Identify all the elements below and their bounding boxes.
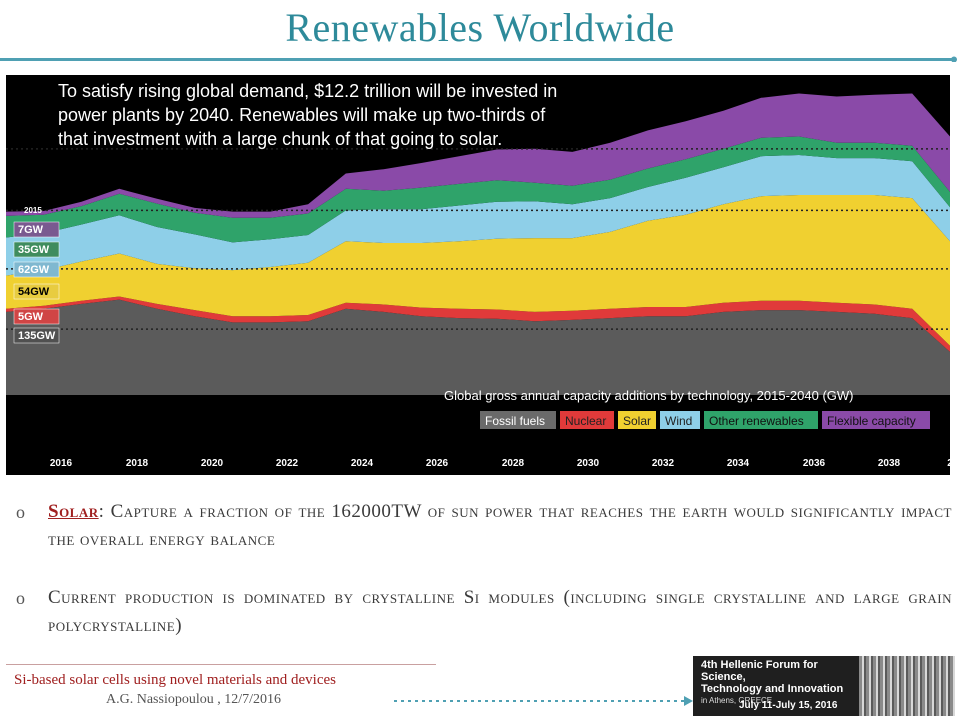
svg-text:Fossil fuels: Fossil fuels bbox=[485, 414, 545, 428]
footer-divider bbox=[6, 664, 436, 665]
bullet-production: o Current production is dominated by cry… bbox=[16, 584, 952, 640]
start-value-label: 5GW bbox=[13, 308, 60, 325]
logo-line-1: 4th Hellenic Forum for Science, bbox=[701, 659, 818, 683]
svg-text:135GW: 135GW bbox=[18, 330, 56, 342]
svg-text:Nuclear: Nuclear bbox=[565, 414, 606, 428]
bullet-solar: o Solar: Capture a fraction of the 16200… bbox=[16, 498, 952, 554]
x-tick-label: 2032 bbox=[652, 458, 675, 469]
chart-caption: To satisfy rising global demand, $12.2 t… bbox=[58, 81, 558, 149]
series-area-fossil-fuels bbox=[6, 299, 950, 395]
series-area-flexible-capacity bbox=[6, 93, 950, 218]
x-tick-label: 2018 bbox=[126, 458, 149, 469]
logo-line-3: in Athens, GREECE bbox=[701, 696, 773, 705]
footer-title: Si-based solar cells using novel materia… bbox=[14, 672, 336, 688]
start-value-label: 35GW bbox=[13, 241, 60, 258]
title-divider bbox=[0, 56, 957, 62]
start-value-label: 62GW bbox=[13, 261, 60, 278]
legend-item-wind: Wind bbox=[660, 411, 700, 429]
capacity-area-chart: 2015 7GW 35GW 62GW 54GW 5GW 135GW Global gross … bbox=[6, 93, 950, 469]
x-tick-label: 2022 bbox=[276, 458, 299, 469]
start-value-label: 135GW bbox=[13, 327, 60, 344]
x-tick-label: 2034 bbox=[727, 458, 750, 469]
series-area-other-renewables bbox=[6, 136, 950, 243]
bullet-keyword: Solar bbox=[48, 501, 99, 522]
series-area-solar bbox=[6, 195, 950, 346]
chart-title: Global gross annual capacity additions b… bbox=[444, 388, 854, 403]
svg-text:35GW: 35GW bbox=[18, 244, 50, 256]
svg-text:Flexible capacity: Flexible capacity bbox=[827, 414, 916, 428]
svg-text:7GW: 7GW bbox=[18, 224, 44, 236]
x-tick-label: 2 bbox=[947, 458, 950, 469]
svg-text:Other renewables: Other renewables bbox=[709, 414, 804, 428]
footer-author: A.G. Nassiopoulou , 12/7/2016 bbox=[106, 692, 281, 707]
legend-item-solar: Solar bbox=[618, 411, 656, 429]
dotted-arrow-icon bbox=[394, 696, 693, 706]
x-tick-label: 2036 bbox=[803, 458, 826, 469]
bullet-marker: o bbox=[16, 588, 26, 608]
svg-text:5GW: 5GW bbox=[18, 311, 44, 323]
series-area-nuclear bbox=[6, 296, 950, 352]
bullet-text: Current production is dominated by cryst… bbox=[48, 587, 952, 636]
legend-item-nuclear: Nuclear bbox=[560, 411, 614, 429]
legend-item-other-renewables: Other renewables bbox=[704, 411, 818, 429]
start-year-label: 2015 bbox=[24, 206, 42, 215]
x-tick-label: 2030 bbox=[577, 458, 600, 469]
logo-dates: July 11-July 15, 2016 bbox=[739, 700, 838, 711]
legend-item-flexible-capacity: Flexible capacity bbox=[822, 411, 930, 429]
bullet-list: o Solar: Capture a fraction of the 16200… bbox=[16, 498, 952, 640]
conference-logo: 4th Hellenic Forum for Science, Technolo… bbox=[693, 656, 955, 716]
svg-text:62GW: 62GW bbox=[18, 264, 50, 276]
svg-text:Wind: Wind bbox=[665, 414, 692, 428]
svg-text:Solar: Solar bbox=[623, 414, 651, 428]
x-tick-label: 2024 bbox=[351, 458, 374, 469]
bullet-separator: : bbox=[98, 501, 105, 522]
x-tick-label: 2038 bbox=[878, 458, 901, 469]
bullet-text: Capture a fraction of the 162000TW of su… bbox=[48, 501, 952, 550]
x-tick-label: 2020 bbox=[201, 458, 224, 469]
capacity-chart-panel: 2015 7GW 35GW 62GW 54GW 5GW 135GW Global gross … bbox=[6, 75, 950, 475]
logo-image bbox=[859, 656, 955, 716]
series-area-wind bbox=[6, 155, 950, 276]
legend-item-fossil-fuels: Fossil fuels bbox=[480, 411, 556, 429]
start-value-label: 54GW bbox=[13, 283, 60, 300]
slide-title: Renewables Worldwide bbox=[285, 5, 675, 50]
logo-text: 4th Hellenic Forum for Science, Technolo… bbox=[701, 659, 851, 707]
bullet-marker: o bbox=[16, 502, 26, 522]
x-tick-label: 2028 bbox=[502, 458, 525, 469]
x-tick-label: 2016 bbox=[50, 458, 73, 469]
svg-text:54GW: 54GW bbox=[18, 286, 50, 298]
x-tick-label: 2026 bbox=[426, 458, 449, 469]
start-value-label: 7GW bbox=[13, 221, 60, 238]
logo-line-2: Technology and Innovation bbox=[701, 683, 844, 695]
